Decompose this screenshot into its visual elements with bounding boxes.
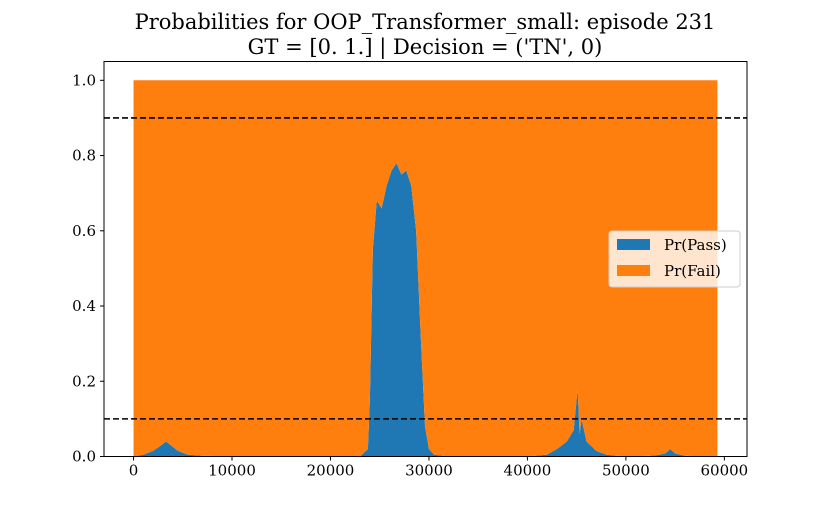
y-tick-label: 0.2 bbox=[72, 372, 96, 390]
x-axis: 0 10000 20000 30000 40000 50000 60000 bbox=[129, 456, 748, 480]
chart-subtitle: GT = [0. 1.] | Decision = ('TN', 0) bbox=[248, 35, 603, 60]
y-tick-label: 1.0 bbox=[72, 71, 96, 89]
y-tick-label: 0.4 bbox=[72, 297, 96, 315]
legend-label-fail: Pr(Fail) bbox=[664, 262, 721, 280]
x-tick-label: 10000 bbox=[208, 462, 256, 480]
legend-label-pass: Pr(Pass) bbox=[664, 236, 727, 254]
plot-area bbox=[103, 61, 748, 457]
threshold-lines bbox=[104, 117, 747, 420]
x-tick-label: 30000 bbox=[405, 462, 453, 480]
legend-swatch-fail bbox=[617, 265, 650, 276]
area-series-prfail bbox=[133, 80, 718, 457]
x-tick-label: 60000 bbox=[700, 462, 748, 480]
y-tick-label: 0.6 bbox=[72, 222, 96, 240]
x-tick-label: 0 bbox=[129, 462, 139, 480]
legend-swatch-pass bbox=[617, 239, 650, 250]
x-tick-label: 50000 bbox=[602, 462, 650, 480]
y-axis: 0.0 0.2 0.4 0.6 0.8 1.0 bbox=[72, 71, 104, 466]
stacked-areas bbox=[133, 80, 718, 457]
axes-frame bbox=[103, 61, 748, 457]
x-tick-label: 40000 bbox=[504, 462, 552, 480]
legend: Pr(Pass) Pr(Fail) bbox=[608, 230, 741, 288]
y-tick-label: 0.0 bbox=[72, 448, 96, 466]
y-tick-label: 0.8 bbox=[72, 147, 96, 165]
x-tick-label: 20000 bbox=[307, 462, 355, 480]
chart-title: Probabilities for OOP_Transformer_small:… bbox=[135, 10, 716, 34]
